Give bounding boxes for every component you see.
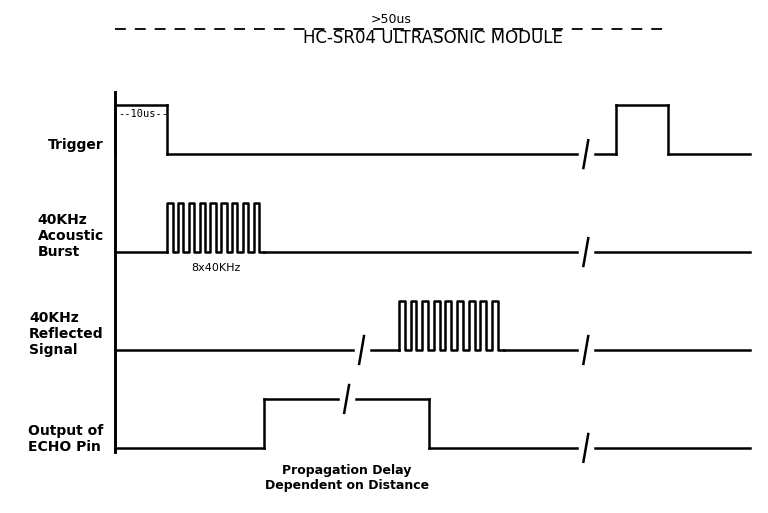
Text: Trigger: Trigger: [48, 138, 104, 152]
Text: >50us: >50us: [371, 13, 412, 26]
Text: 40KHz
Acoustic
Burst: 40KHz Acoustic Burst: [38, 213, 104, 259]
Text: 40KHz
Reflected
Signal: 40KHz Reflected Signal: [29, 311, 104, 357]
Text: HC-SR04 ULTRASONIC MODULE: HC-SR04 ULTRASONIC MODULE: [303, 29, 562, 47]
Text: Output of
ECHO Pin: Output of ECHO Pin: [28, 424, 104, 454]
Text: --10us--: --10us--: [118, 109, 169, 119]
Text: 8x40KHz: 8x40KHz: [191, 263, 240, 273]
Text: Propagation Delay
Dependent on Distance: Propagation Delay Dependent on Distance: [264, 464, 429, 492]
